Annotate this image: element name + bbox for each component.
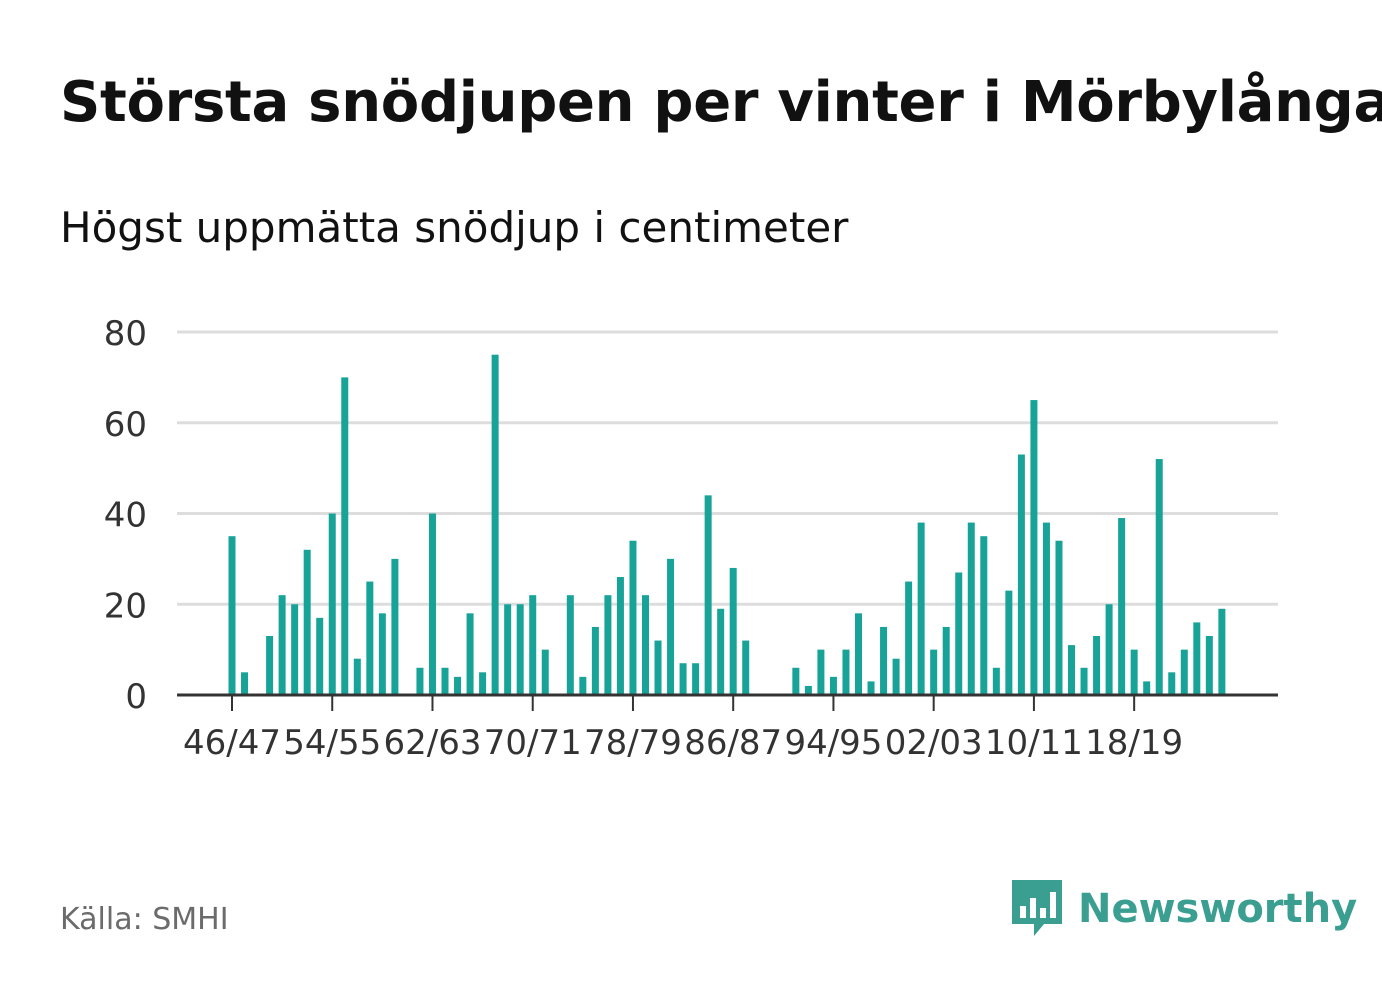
bar: [1118, 518, 1126, 695]
bar: [579, 676, 587, 695]
x-tick-label: 78/79: [584, 723, 682, 763]
bar: [378, 613, 386, 695]
y-tick-label: 60: [104, 405, 147, 445]
bar: [604, 595, 612, 695]
bar: [316, 617, 324, 695]
bar: [341, 377, 349, 695]
bar: [729, 567, 737, 695]
y-tick-label: 40: [104, 496, 147, 536]
bar: [1093, 636, 1101, 695]
bar: [1068, 645, 1076, 695]
bar: [1143, 681, 1151, 695]
bar: [529, 595, 537, 695]
bar: [955, 572, 963, 695]
bar: [654, 640, 662, 695]
bar: [867, 681, 875, 695]
bar: [591, 626, 599, 695]
bar: [1168, 672, 1176, 695]
source-note: Källa: SMHI: [60, 902, 229, 937]
bar: [441, 667, 449, 695]
bar: [391, 558, 399, 695]
bar: [479, 672, 487, 695]
x-tick-label: 86/87: [684, 723, 782, 763]
bar: [1042, 522, 1050, 695]
bar: [829, 676, 837, 695]
bar: [504, 604, 512, 695]
x-tick-label: 94/95: [784, 723, 882, 763]
bar: [541, 649, 549, 695]
bar: [692, 663, 700, 695]
bar: [930, 649, 938, 695]
bar: [629, 540, 637, 695]
bar: [241, 672, 249, 695]
bar: [855, 613, 862, 695]
bar: [679, 663, 687, 695]
x-tick-label: 18/19: [1085, 723, 1183, 763]
bar: [278, 595, 286, 695]
bar: [1017, 454, 1025, 695]
x-tick-label: 70/71: [484, 723, 582, 763]
bar: [1055, 540, 1063, 695]
bar: [842, 649, 850, 695]
bar: [1030, 400, 1038, 695]
bar: [641, 595, 649, 695]
x-tick-label: 62/63: [383, 723, 481, 763]
bar: [466, 613, 474, 695]
bar: [942, 626, 950, 695]
bar: [416, 667, 424, 695]
bar: [704, 495, 712, 695]
y-tick-label: 0: [125, 677, 147, 717]
bar: [1105, 604, 1113, 695]
newsworthy-logo-icon: [1012, 880, 1062, 936]
bar: [428, 513, 436, 695]
bar: [892, 658, 900, 695]
bar: [1005, 590, 1013, 695]
x-tick-label: 10/11: [985, 723, 1083, 763]
bar: [1130, 649, 1138, 695]
bar: [228, 536, 236, 695]
bar: [1193, 622, 1201, 695]
bar: [992, 667, 1000, 695]
bar: [328, 513, 336, 695]
bar: [880, 626, 888, 695]
bar: [566, 595, 574, 695]
bar: [616, 577, 624, 695]
bar: [967, 522, 975, 695]
bar: [353, 658, 361, 695]
bar: [516, 604, 524, 695]
chart-title: Största snödjupen per vinter i Mörbylång…: [60, 70, 1382, 135]
bar: [1218, 608, 1226, 695]
bar: [792, 667, 800, 695]
bar: [1205, 636, 1213, 695]
bar: [817, 649, 825, 695]
bar: [917, 522, 925, 695]
bar: [1155, 459, 1163, 695]
y-tick-label: 80: [104, 314, 147, 354]
x-tick-label: 54/55: [283, 723, 381, 763]
bar: [303, 549, 311, 695]
bar: [980, 536, 988, 695]
bar: [1080, 667, 1088, 695]
bar: [454, 676, 462, 695]
x-tick-label: 02/03: [885, 723, 983, 763]
bar: [266, 636, 274, 695]
bar: [366, 581, 374, 695]
brand-logo: Newsworthy: [1010, 878, 1357, 940]
x-tick-label: 46/47: [183, 723, 281, 763]
chart-subtitle: Högst uppmätta snödjup i centimeter: [60, 203, 849, 252]
bar: [667, 558, 675, 695]
y-tick-label: 20: [104, 586, 147, 626]
brand-name: Newsworthy: [1078, 886, 1358, 932]
bar: [742, 640, 750, 695]
bar: [291, 604, 299, 695]
bar: [717, 608, 725, 695]
bar: [1180, 649, 1188, 695]
bar: [491, 354, 499, 695]
bar: [804, 685, 812, 695]
bar: [905, 581, 913, 695]
